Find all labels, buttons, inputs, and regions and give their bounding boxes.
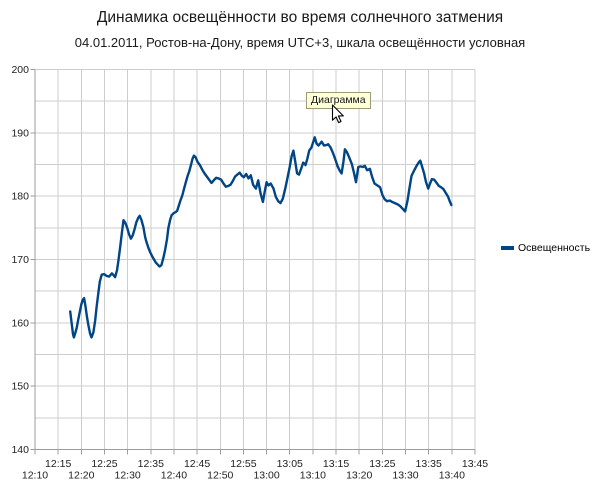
y-axis-tick-label: 170	[11, 254, 29, 266]
mouse-cursor-icon	[331, 104, 344, 124]
x-axis-tick-label: 13:15	[323, 458, 349, 470]
x-axis-tick-label: 13:35	[416, 458, 442, 470]
chart-subtitle: 04.01.2011, Ростов-на-Дону, время UTC+3,…	[74, 35, 526, 50]
legend: Освещенность	[501, 242, 590, 254]
y-axis-tick-label: 140	[11, 444, 29, 456]
x-axis-tick-label: 13:25	[369, 458, 395, 470]
x-axis-tick-label: 12:10	[22, 470, 48, 482]
x-axis-tick-label: 12:35	[138, 458, 164, 470]
x-axis-tick-label: 13:00	[253, 470, 279, 482]
y-axis-tick-label: 200	[11, 64, 29, 76]
x-axis-tick-label: 13:30	[392, 470, 418, 482]
x-axis-tick-label: 12:15	[45, 458, 71, 470]
x-axis-tick-label: 12:50	[207, 470, 233, 482]
x-axis-tick-label: 12:25	[91, 458, 117, 470]
x-axis-tick-label: 12:55	[230, 458, 256, 470]
x-axis-tick-label: 13:40	[439, 470, 465, 482]
y-axis-tick-label: 180	[11, 191, 29, 203]
y-axis-tick-label: 160	[11, 317, 29, 329]
y-axis-tick-label: 150	[11, 381, 29, 393]
x-axis-tick-label: 13:20	[346, 470, 372, 482]
x-axis-tick-label: 13:45	[462, 458, 488, 470]
series-line-illumination	[68, 136, 453, 339]
legend-line-swatch	[501, 246, 514, 250]
legend-label: Освещенность	[518, 242, 591, 254]
chart-title: Динамика освещённости во время солнечног…	[96, 9, 504, 26]
y-axis-tick-label: 190	[11, 127, 29, 139]
x-axis-tick-label: 12:30	[114, 470, 140, 482]
x-axis-tick-label: 12:20	[68, 470, 94, 482]
x-axis-tick-label: 12:45	[184, 458, 210, 470]
x-axis-tick-label: 13:10	[300, 470, 326, 482]
x-axis-tick-label: 12:40	[161, 470, 187, 482]
chart-tooltip: Диаграмма	[306, 92, 371, 109]
x-axis-tick-label: 13:05	[277, 458, 303, 470]
